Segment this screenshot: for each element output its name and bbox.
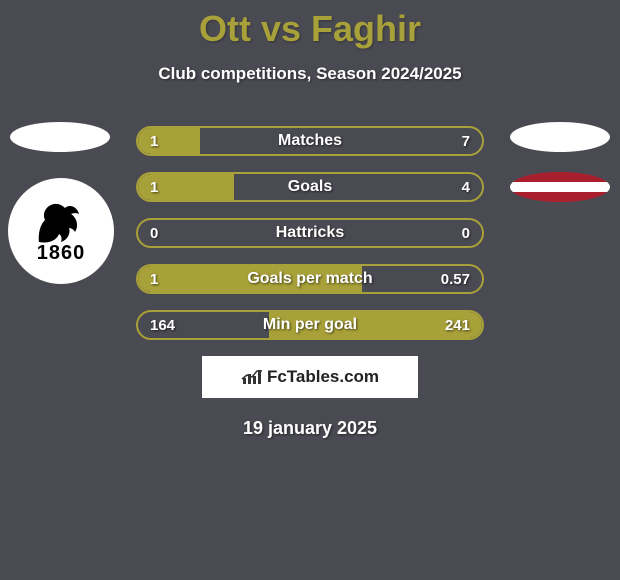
stat-value-right: 241 bbox=[445, 317, 470, 334]
stat-label: Hattricks bbox=[138, 224, 482, 242]
flag-left-icon bbox=[10, 122, 110, 152]
bar-chart-icon bbox=[241, 368, 263, 386]
page-title: Ott vs Faghir bbox=[0, 0, 620, 50]
stat-value-right: 4 bbox=[462, 179, 470, 196]
stat-value-right: 7 bbox=[462, 133, 470, 150]
stats-container: 1 Matches 7 1 Goals 4 0 Hattricks 0 1 Go… bbox=[136, 126, 484, 340]
stat-row-matches: 1 Matches 7 bbox=[136, 126, 484, 156]
stat-label: Matches bbox=[138, 132, 482, 150]
stat-value-right: 0.57 bbox=[441, 271, 470, 288]
brand-name: FcTables.com bbox=[267, 367, 379, 387]
date: 19 january 2025 bbox=[0, 418, 620, 439]
brand-box[interactable]: FcTables.com bbox=[202, 356, 418, 398]
subtitle: Club competitions, Season 2024/2025 bbox=[0, 64, 620, 84]
stat-value-right: 0 bbox=[462, 225, 470, 242]
stat-label: Goals bbox=[138, 178, 482, 196]
club-year: 1860 bbox=[37, 242, 86, 265]
club-badge-icon: 1860 bbox=[8, 178, 114, 284]
stat-label: Min per goal bbox=[138, 316, 482, 334]
stat-row-goals-per-match: 1 Goals per match 0.57 bbox=[136, 264, 484, 294]
stat-row-hattricks: 0 Hattricks 0 bbox=[136, 218, 484, 248]
flag-right-bottom-icon bbox=[510, 172, 610, 202]
stat-label: Goals per match bbox=[138, 270, 482, 288]
stat-row-goals: 1 Goals 4 bbox=[136, 172, 484, 202]
stat-row-min-per-goal: 164 Min per goal 241 bbox=[136, 310, 484, 340]
flag-right-top-icon bbox=[510, 122, 610, 152]
